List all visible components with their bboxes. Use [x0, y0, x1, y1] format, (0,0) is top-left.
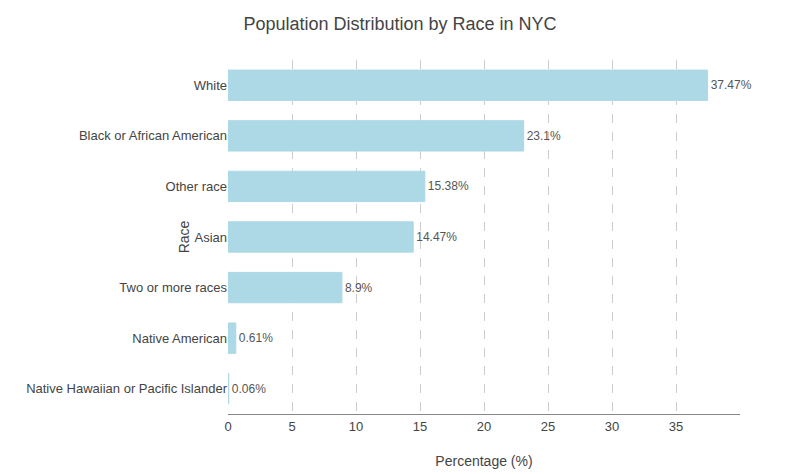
svg-text:5: 5 — [288, 419, 295, 434]
svg-text:35: 35 — [669, 419, 683, 434]
svg-text:8.9%: 8.9% — [345, 281, 373, 295]
svg-text:20: 20 — [477, 419, 491, 434]
svg-text:15.38%: 15.38% — [428, 179, 469, 193]
svg-text:Native Hawaiian or Pacific Isl: Native Hawaiian or Pacific Islander — [26, 381, 228, 396]
svg-text:Population Distribution by Rac: Population Distribution by Race in NYC — [243, 14, 556, 34]
svg-text:0.61%: 0.61% — [239, 331, 273, 345]
svg-text:Native American: Native American — [132, 331, 227, 346]
svg-text:Race: Race — [176, 220, 192, 253]
svg-text:White: White — [194, 78, 227, 93]
svg-text:0: 0 — [224, 419, 231, 434]
svg-text:15: 15 — [413, 419, 427, 434]
svg-text:0.06%: 0.06% — [232, 382, 266, 396]
svg-text:Asian: Asian — [194, 230, 227, 245]
svg-text:14.47%: 14.47% — [416, 230, 457, 244]
svg-text:Percentage (%): Percentage (%) — [435, 453, 532, 469]
svg-text:30: 30 — [605, 419, 619, 434]
svg-text:25: 25 — [541, 419, 555, 434]
svg-text:Other race: Other race — [166, 179, 227, 194]
svg-text:10: 10 — [349, 419, 363, 434]
svg-text:23.1%: 23.1% — [527, 129, 561, 143]
svg-text:37.47%: 37.47% — [711, 78, 752, 92]
svg-text:Two or more races: Two or more races — [119, 280, 227, 295]
svg-text:Black or African American: Black or African American — [79, 128, 227, 143]
